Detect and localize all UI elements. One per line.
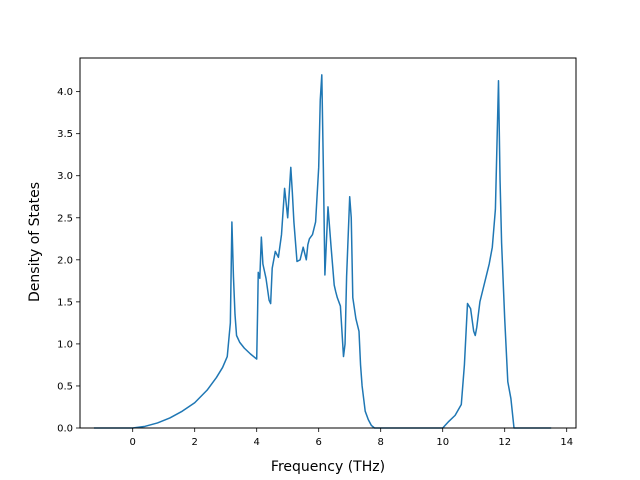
y-tick-label: 4.0: [57, 87, 73, 98]
x-axis-ticks: 0 2 4 6 8 10 12 14: [130, 428, 573, 448]
plot-frame: [79, 57, 577, 429]
dos-series-line-0: [93, 74, 552, 429]
y-axis-ticks: 0.0 0.5 1.0 1.5 2.0 2.5 3.0 3.5 4.0: [57, 87, 80, 435]
y-tick-label: 0.0: [57, 424, 73, 435]
y-tick-label: 2.5: [57, 213, 73, 224]
y-tick-label: 3.0: [57, 171, 73, 182]
x-axis-label: Frequency (THz): [271, 459, 385, 475]
y-tick-label: 3.5: [57, 129, 73, 140]
y-axis-label: Density of States: [27, 182, 43, 302]
y-tick-label: 2.0: [57, 255, 73, 266]
x-tick-label: 2: [192, 437, 198, 448]
x-tick-label: 12: [498, 437, 511, 448]
y-tick-label: 0.5: [57, 381, 73, 392]
y-tick-label: 1.5: [57, 297, 73, 308]
x-tick-label: 14: [560, 437, 573, 448]
x-tick-label: 4: [254, 437, 260, 448]
x-tick-label: 0: [130, 437, 136, 448]
y-tick-label: 1.0: [57, 339, 73, 350]
x-tick-label: 6: [316, 437, 322, 448]
plot-area: [93, 74, 552, 429]
x-tick-label: 8: [378, 437, 384, 448]
x-tick-label: 10: [436, 437, 449, 448]
